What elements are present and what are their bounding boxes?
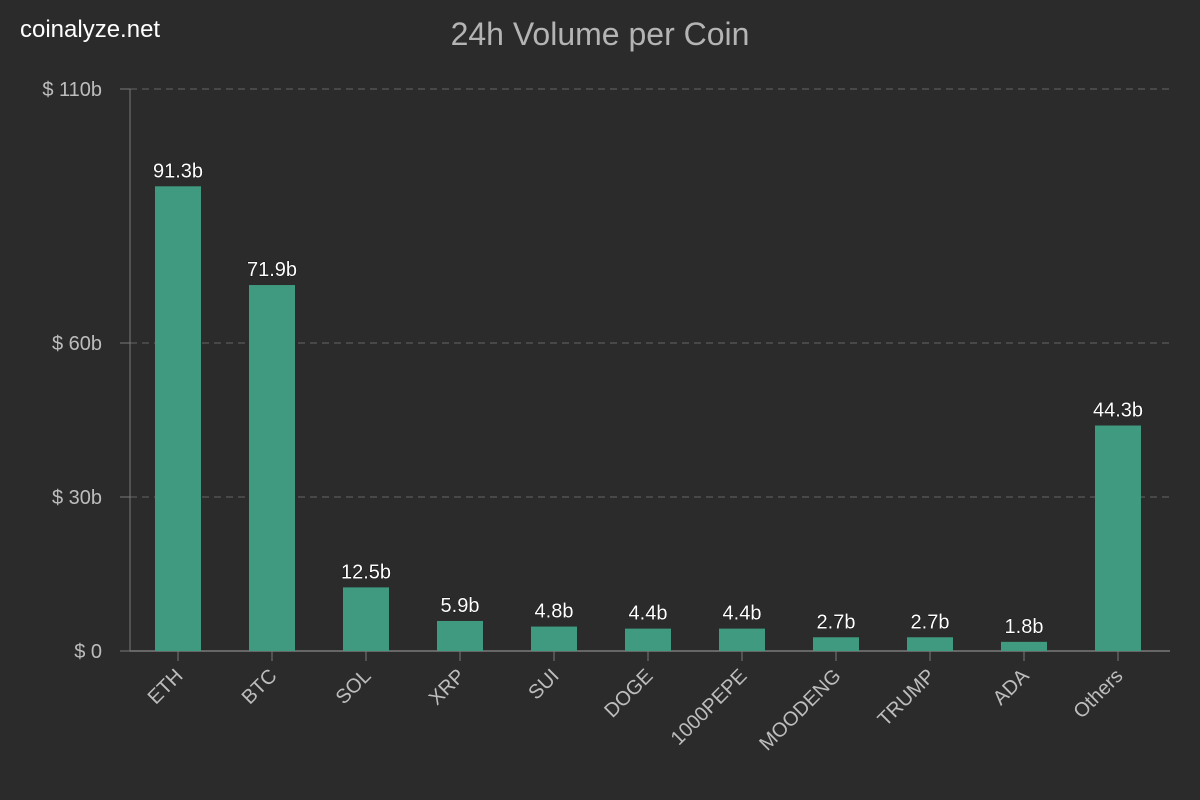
axis-layer: $ 0 $ 30b $ 60b $ 110b: [42, 79, 1170, 663]
bar-trump[interactable]: [907, 637, 953, 651]
data-label-moodeng: 2.7b: [817, 611, 856, 633]
data-label-1000pepe: 4.4b: [723, 603, 762, 625]
labels-layer: 91.3b 71.9b 12.5b 5.9b 4.8b 4.4b 4.4b 2.7b 2.7b 1…: [153, 160, 1144, 638]
x-tick-layer: ETH BTC SOL XRP SUI DOGE 1000PEPE MOODENG TRUMP A…: [144, 651, 1128, 755]
brand-logo-text: coinalyze.net: [20, 16, 161, 43]
bar-btc[interactable]: [249, 285, 295, 651]
x-tick-label-sol: SOL: [332, 665, 376, 709]
x-tick-label-doge: DOGE: [600, 665, 657, 722]
data-label-sui: 4.8b: [535, 601, 574, 623]
data-label-ada: 1.8b: [1005, 616, 1044, 638]
data-label-btc: 71.9b: [247, 259, 297, 281]
bar-eth[interactable]: [155, 186, 201, 651]
chart-title: 24h Volume per Coin: [450, 16, 750, 52]
x-tick-label-eth: ETH: [144, 665, 188, 709]
bar-ada[interactable]: [1001, 641, 1047, 651]
x-tick-label-1000pepe: 1000PEPE: [667, 665, 752, 750]
data-label-sol: 12.5b: [341, 561, 391, 583]
bar-moodeng[interactable]: [813, 637, 859, 651]
bar-others[interactable]: [1095, 425, 1141, 651]
x-tick-label-others: Others: [1070, 665, 1128, 723]
x-tick-label-btc: BTC: [238, 665, 282, 709]
bars-layer: [155, 186, 1141, 651]
x-tick-label-xrp: XRP: [425, 665, 470, 710]
data-label-doge: 4.4b: [629, 603, 668, 625]
x-tick-label-trump: TRUMP: [874, 665, 940, 731]
bar-doge[interactable]: [625, 628, 671, 651]
bar-1000pepe[interactable]: [719, 628, 765, 651]
data-label-xrp: 5.9b: [441, 595, 480, 617]
y-tick-label: $ 110b: [42, 79, 102, 101]
grid-layer: [130, 88, 1170, 498]
x-tick-label-sui: SUI: [524, 665, 563, 704]
data-label-eth: 91.3b: [153, 160, 203, 182]
data-label-others: 44.3b: [1093, 400, 1143, 422]
data-label-trump: 2.7b: [911, 611, 950, 633]
y-tick-label: $ 0: [74, 641, 102, 663]
y-tick-label: $ 60b: [52, 333, 102, 355]
bar-sui[interactable]: [531, 626, 577, 651]
bar-sol[interactable]: [343, 587, 389, 651]
y-tick-label: $ 30b: [52, 487, 102, 509]
x-tick-label-ada: ADA: [989, 665, 1034, 710]
bar-xrp[interactable]: [437, 620, 483, 651]
x-tick-label-moodeng: MOODENG: [755, 665, 845, 755]
